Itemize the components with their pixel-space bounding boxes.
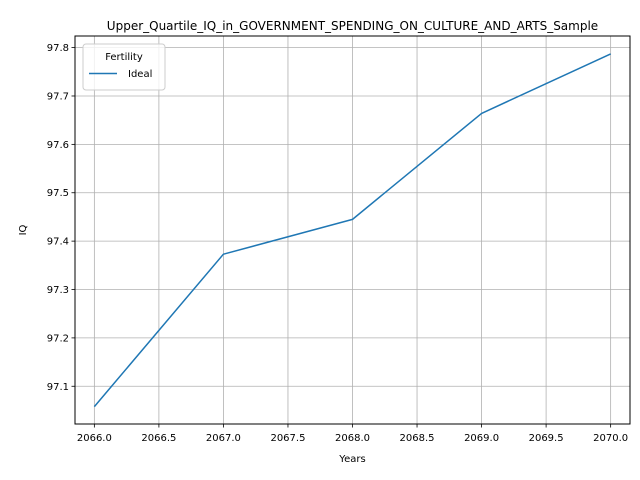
x-axis-label: Years [338,454,365,465]
axis-ticks: 2066.0 2066.5 2067.0 2067.5 2068.0 2068.5 2069… [47,43,628,444]
x-tick-label: 2069.0 [464,433,499,444]
x-tick-label: 2068.0 [335,433,370,444]
y-axis-label: IQ [18,224,29,235]
x-tick-label: 2066.5 [141,433,176,444]
series-line-ideal [93,53,611,408]
y-tick-label: 97.8 [47,43,69,54]
y-tick-label: 97.7 [47,91,69,102]
legend-box [82,43,166,91]
y-tick-label: 97.6 [47,140,69,151]
legend: Fertility Ideal [82,43,166,91]
x-tick-label: 2066.0 [77,433,112,444]
y-tick-label: 97.1 [47,382,69,393]
grid-lines [75,36,630,424]
y-tick-label: 97.5 [47,188,69,199]
y-tick-label: 97.4 [47,237,69,248]
x-tick-label: 2069.5 [529,433,564,444]
chart-title: Upper_Quartile_IQ_in_GOVERNMENT_SPENDING… [107,19,598,33]
series-layer [93,53,611,408]
legend-title: Fertility [105,52,143,63]
x-tick-label: 2068.5 [400,433,435,444]
x-tick-label: 2067.0 [206,433,241,444]
y-tick-label: 97.3 [47,285,69,296]
y-tick-label: 97.2 [47,333,69,344]
x-tick-label: 2070.0 [593,433,628,444]
x-tick-label: 2067.5 [270,433,305,444]
legend-label: Ideal [128,69,152,80]
legend-entries: Ideal [89,69,152,80]
